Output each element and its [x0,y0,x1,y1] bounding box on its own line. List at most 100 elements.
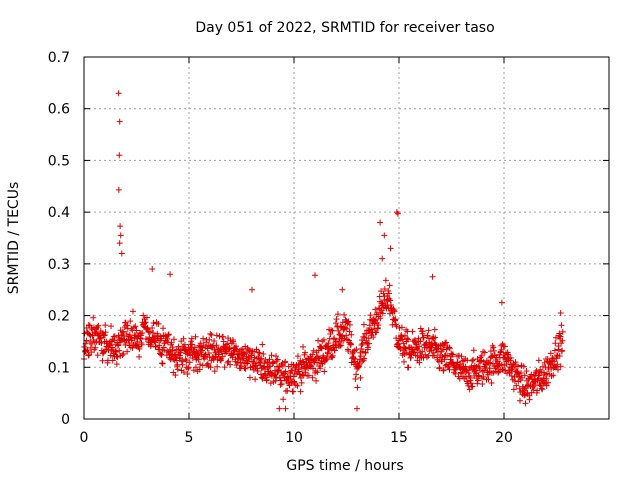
data-point [94,352,101,359]
data-point [181,341,188,348]
data-point [554,361,561,368]
data-point [469,383,476,390]
data-point [377,219,384,226]
data-point [402,345,409,352]
data-point [294,353,301,360]
data-point [551,358,558,365]
data-point [440,366,447,373]
data-point [535,357,542,364]
data-point [559,337,566,344]
data-point [229,354,236,361]
data-point [305,372,312,379]
data-point [211,337,218,344]
data-point [308,362,315,369]
data-point [259,375,266,382]
data-point [98,340,105,347]
x-tick-label: 20 [495,430,513,446]
data-point [143,314,150,321]
data-point [490,344,497,351]
data-point [380,290,387,297]
data-point [124,348,131,355]
data-point [257,371,264,378]
data-point [513,382,520,389]
data-point [499,366,506,373]
data-point [132,323,139,330]
data-point [379,255,386,262]
data-point [90,314,97,321]
data-point [509,365,516,372]
data-point [379,310,386,317]
data-point [553,352,560,359]
data-point [102,322,109,329]
data-point [391,308,398,315]
data-point [230,338,237,345]
data-point [365,335,372,342]
data-point [393,323,400,330]
data-point [417,338,424,345]
data-point [557,309,564,316]
data-point [88,340,95,347]
data-point [185,365,192,372]
y-tick-label: 0.6 [48,102,70,118]
data-point [458,370,465,377]
data-point [398,333,405,340]
data-point [357,349,364,356]
data-point [327,330,334,337]
data-point [325,340,332,347]
data-point [366,340,373,347]
data-point [516,385,523,392]
data-point [404,335,411,342]
data-point [559,347,566,354]
data-point [111,337,118,344]
data-point [320,336,327,343]
data-point [118,250,125,257]
data-point [233,362,240,369]
data-point [444,352,451,359]
data-point [339,286,346,293]
data-point [256,359,263,366]
data-point [85,321,92,328]
data-point [368,326,375,333]
data-point [547,350,554,357]
data-point [318,345,325,352]
data-point [470,356,477,363]
data-point [99,357,106,364]
data-point [343,332,350,339]
data-point [520,363,527,370]
data-point [393,209,400,216]
data-point [385,287,392,294]
data-point [387,297,394,304]
data-point [517,397,524,404]
data-point [331,347,338,354]
data-point [404,328,411,335]
data-point [164,348,171,355]
data-point [352,376,359,383]
data-point [559,328,566,335]
data-point [558,322,565,329]
data-point [302,369,309,376]
data-point [117,232,124,239]
data-point [116,347,123,354]
data-point [337,323,344,330]
data-point [488,380,495,387]
data-point [446,344,453,351]
data-point [139,330,146,337]
data-point [556,330,563,337]
data-point [169,347,176,354]
data-point [225,358,232,365]
data-point [115,186,122,193]
data-point [184,370,191,377]
data-point [276,405,283,412]
data-point [188,338,195,345]
data-point [214,363,221,370]
data-point [294,382,301,389]
data-point [346,328,353,335]
data-point [167,348,174,355]
data-point [462,363,469,370]
y-tick-label: 0.4 [48,205,70,221]
data-point [260,350,267,357]
data-point [479,380,486,387]
data-point [115,90,122,97]
data-point [436,364,443,371]
data-point [116,152,123,159]
